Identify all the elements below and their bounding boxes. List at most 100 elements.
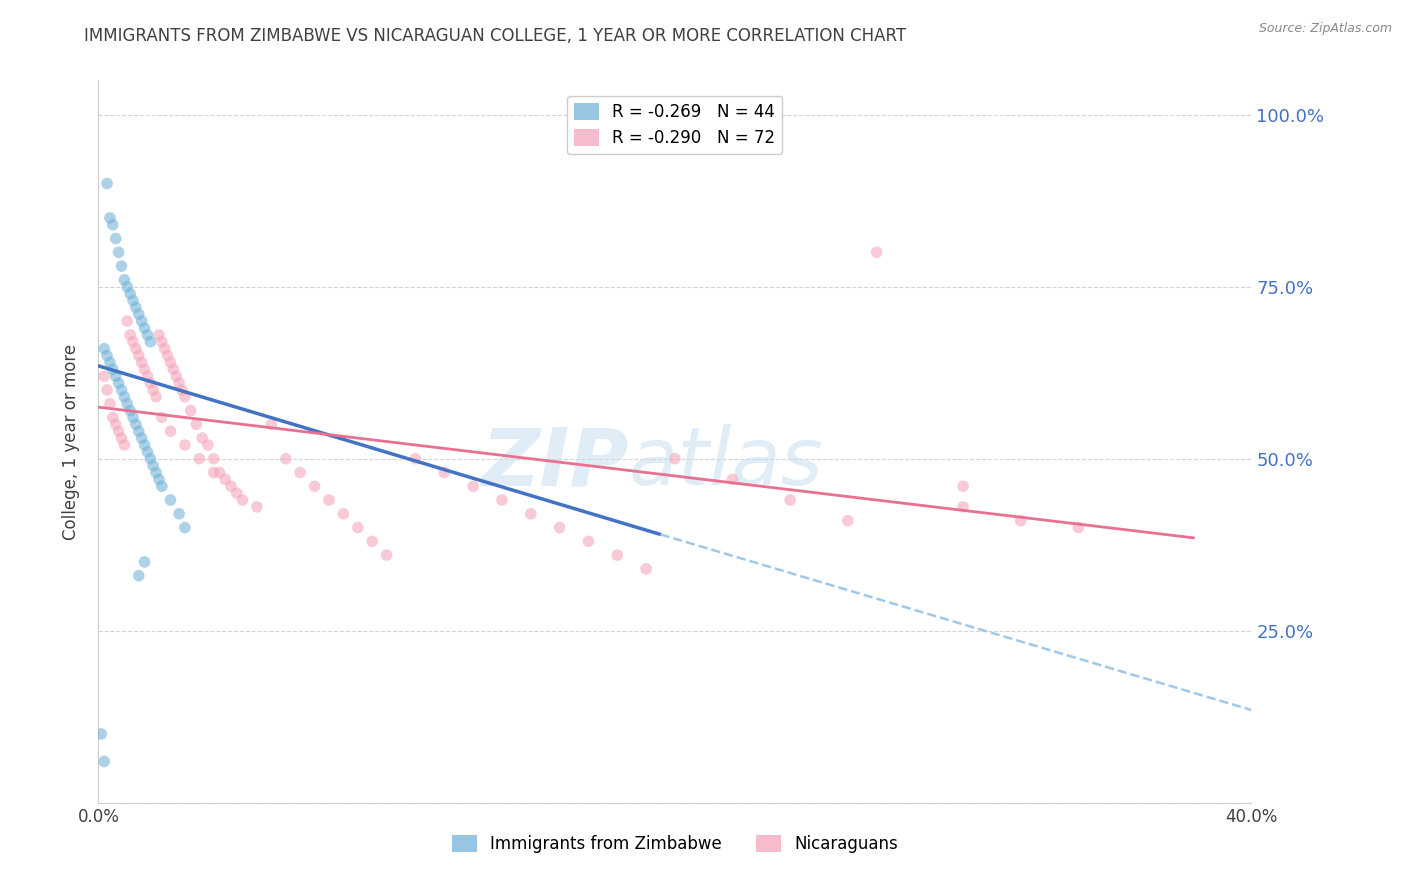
Point <box>225 486 247 500</box>
Point <box>145 466 167 480</box>
Point <box>117 397 139 411</box>
Point <box>131 314 153 328</box>
Point <box>174 520 197 534</box>
Point <box>117 314 139 328</box>
Point <box>150 334 173 349</box>
Point <box>145 390 167 404</box>
Point <box>952 500 974 514</box>
Point <box>548 520 571 534</box>
Point <box>461 479 484 493</box>
Point <box>120 327 142 342</box>
Point <box>112 438 135 452</box>
Point <box>101 410 124 425</box>
Point <box>664 451 686 466</box>
Point <box>104 369 127 384</box>
Point <box>304 479 326 493</box>
Point <box>170 383 193 397</box>
Point <box>346 520 368 534</box>
Point <box>191 431 214 445</box>
Point <box>136 445 159 459</box>
Point <box>96 349 118 363</box>
Point <box>122 410 145 425</box>
Point <box>779 493 801 508</box>
Point <box>128 307 150 321</box>
Point <box>1010 514 1032 528</box>
Point <box>153 342 176 356</box>
Point <box>866 245 889 260</box>
Point <box>148 472 170 486</box>
Point <box>260 417 283 432</box>
Point <box>117 279 139 293</box>
Point <box>246 500 269 514</box>
Point <box>101 362 124 376</box>
Text: IMMIGRANTS FROM ZIMBABWE VS NICARAGUAN COLLEGE, 1 YEAR OR MORE CORRELATION CHART: IMMIGRANTS FROM ZIMBABWE VS NICARAGUAN C… <box>84 27 907 45</box>
Point <box>520 507 543 521</box>
Point <box>156 349 179 363</box>
Point <box>180 403 202 417</box>
Point <box>150 410 173 425</box>
Point <box>361 534 384 549</box>
Point <box>159 424 181 438</box>
Point <box>1067 520 1090 534</box>
Point <box>120 286 142 301</box>
Point <box>136 327 159 342</box>
Text: ZIP: ZIP <box>481 425 628 502</box>
Point <box>148 327 170 342</box>
Point <box>136 369 159 384</box>
Point <box>231 493 254 508</box>
Point <box>134 362 156 376</box>
Point <box>167 376 190 390</box>
Point <box>93 342 115 356</box>
Point <box>214 472 236 486</box>
Point <box>837 514 859 528</box>
Point <box>104 231 127 245</box>
Point <box>128 568 150 582</box>
Point <box>107 376 129 390</box>
Point <box>93 369 115 384</box>
Point <box>433 466 456 480</box>
Point <box>159 493 181 508</box>
Point <box>162 362 184 376</box>
Point <box>952 479 974 493</box>
Text: atlas: atlas <box>628 425 824 502</box>
Point <box>142 458 165 473</box>
Point <box>165 369 187 384</box>
Point <box>98 211 121 225</box>
Point <box>96 383 118 397</box>
Point <box>405 451 427 466</box>
Point <box>159 355 181 369</box>
Point <box>274 451 297 466</box>
Point <box>721 472 744 486</box>
Point <box>128 349 150 363</box>
Point <box>131 431 153 445</box>
Point <box>96 177 118 191</box>
Point <box>122 293 145 308</box>
Point <box>134 438 156 452</box>
Point <box>112 273 135 287</box>
Point <box>139 451 162 466</box>
Point <box>107 245 129 260</box>
Point <box>174 438 197 452</box>
Point <box>98 397 121 411</box>
Text: Source: ZipAtlas.com: Source: ZipAtlas.com <box>1258 22 1392 36</box>
Point <box>188 451 211 466</box>
Point <box>107 424 129 438</box>
Point <box>128 424 150 438</box>
Legend: Immigrants from Zimbabwe, Nicaraguans: Immigrants from Zimbabwe, Nicaraguans <box>446 828 904 860</box>
Point <box>134 555 156 569</box>
Point <box>112 390 135 404</box>
Point <box>167 507 190 521</box>
Point <box>110 383 132 397</box>
Point <box>139 334 162 349</box>
Point <box>131 355 153 369</box>
Point <box>125 301 148 315</box>
Point <box>606 548 628 562</box>
Point <box>110 259 132 273</box>
Point <box>134 321 156 335</box>
Point <box>578 534 600 549</box>
Point <box>332 507 354 521</box>
Point <box>186 417 208 432</box>
Point <box>150 479 173 493</box>
Point <box>290 466 312 480</box>
Point <box>318 493 340 508</box>
